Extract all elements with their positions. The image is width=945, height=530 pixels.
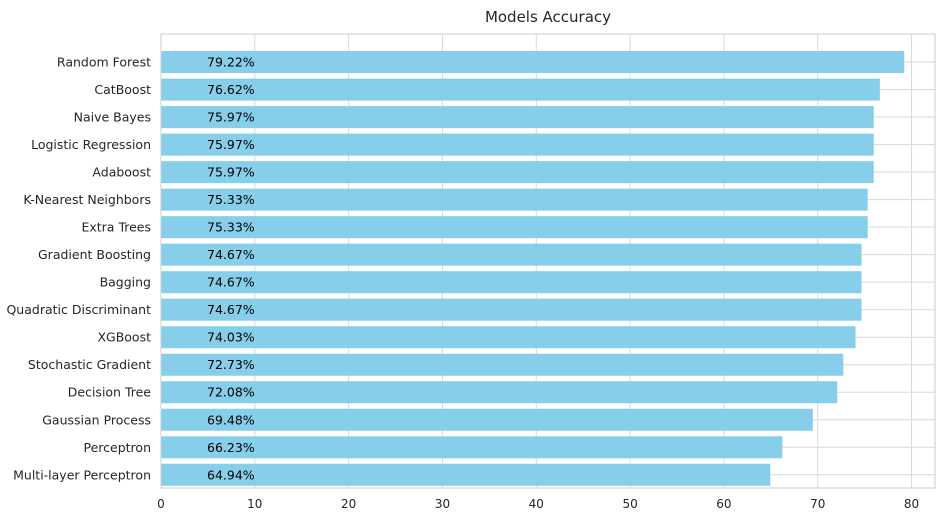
bar-value-label: 74.67%	[207, 275, 255, 290]
bar-value-label: 75.97%	[207, 110, 255, 125]
bars	[161, 51, 905, 486]
bar	[161, 133, 874, 156]
y-axis-labels: Random Forest CatBoost Naive Bayes Logistic…	[6, 55, 151, 483]
bar	[161, 353, 844, 376]
bar	[161, 408, 813, 431]
x-tick-label: 40	[529, 497, 544, 511]
chart-title: Models Accuracy	[485, 8, 611, 26]
bar-value-label: 74.67%	[207, 247, 255, 262]
y-category-label: Adaboost	[92, 165, 151, 180]
bar-value-label: 75.97%	[207, 137, 255, 152]
y-category-label: Stochastic Gradient	[28, 357, 151, 372]
bar-value-label: 72.08%	[207, 385, 255, 400]
bar-value-label: 76.62%	[207, 82, 255, 97]
y-category-label: Naive Bayes	[74, 110, 151, 125]
x-tick-label: 50	[622, 497, 637, 511]
x-tick-label: 60	[716, 497, 731, 511]
bar	[161, 326, 856, 349]
bar-value-label: 66.23%	[207, 440, 255, 455]
bar	[161, 271, 862, 294]
y-category-label: Perceptron	[84, 440, 151, 455]
y-category-label: Extra Trees	[81, 220, 151, 235]
x-tick-label: 70	[810, 497, 825, 511]
bar-value-label: 74.67%	[207, 302, 255, 317]
bar-value-label: 75.97%	[207, 165, 255, 180]
bar-value-label: 75.33%	[207, 220, 255, 235]
x-tick-label: 80	[904, 497, 919, 511]
bar	[161, 161, 874, 184]
y-category-label: Decision Tree	[68, 385, 152, 400]
x-tick-label: 0	[157, 497, 165, 511]
x-tick-label: 20	[341, 497, 356, 511]
bar	[161, 463, 771, 486]
bar	[161, 188, 868, 211]
bar	[161, 381, 838, 404]
y-category-label: Gaussian Process	[42, 412, 151, 427]
bar	[161, 436, 783, 459]
y-category-label: Bagging	[100, 275, 151, 290]
bar	[161, 216, 868, 239]
y-category-label: CatBoost	[94, 82, 151, 97]
y-category-label: Multi-layer Perceptron	[13, 467, 151, 482]
bar	[161, 78, 880, 101]
plot-frame	[160, 33, 936, 489]
y-category-label: XGBoost	[97, 330, 151, 345]
x-axis-tick-labels: 0 10 20 30 40 50 60 70 80	[157, 497, 919, 511]
bar	[161, 298, 862, 321]
bar	[161, 51, 905, 74]
y-category-label: Gradient Boosting	[38, 247, 151, 262]
bar-value-label: 69.48%	[207, 412, 255, 427]
bar-value-label: 79.22%	[207, 55, 255, 70]
y-category-label: Random Forest	[57, 55, 151, 70]
y-category-label: K-Nearest Neighbors	[23, 192, 151, 207]
x-tick-label: 30	[435, 497, 450, 511]
y-category-label: Logistic Regression	[31, 137, 151, 152]
data-labels: 79.22% 76.62% 75.97% 75.97% 75.97% 75.33% 75.3…	[207, 55, 255, 483]
bar	[161, 106, 874, 129]
x-tick-label: 10	[247, 497, 262, 511]
bar-value-label: 75.33%	[207, 192, 255, 207]
bar-value-label: 64.94%	[207, 467, 255, 482]
bar-value-label: 74.03%	[207, 330, 255, 345]
bar-value-label: 72.73%	[207, 357, 255, 372]
y-category-label: Quadratic Discriminant	[6, 302, 151, 317]
bar	[161, 243, 862, 266]
